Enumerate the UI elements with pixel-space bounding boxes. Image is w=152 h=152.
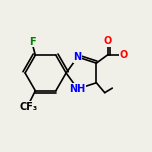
Text: O: O [104, 36, 112, 46]
Text: O: O [120, 50, 128, 60]
Text: NH: NH [69, 84, 85, 94]
Text: CF₃: CF₃ [19, 102, 38, 112]
Text: F: F [29, 36, 36, 47]
Text: N: N [74, 52, 82, 62]
